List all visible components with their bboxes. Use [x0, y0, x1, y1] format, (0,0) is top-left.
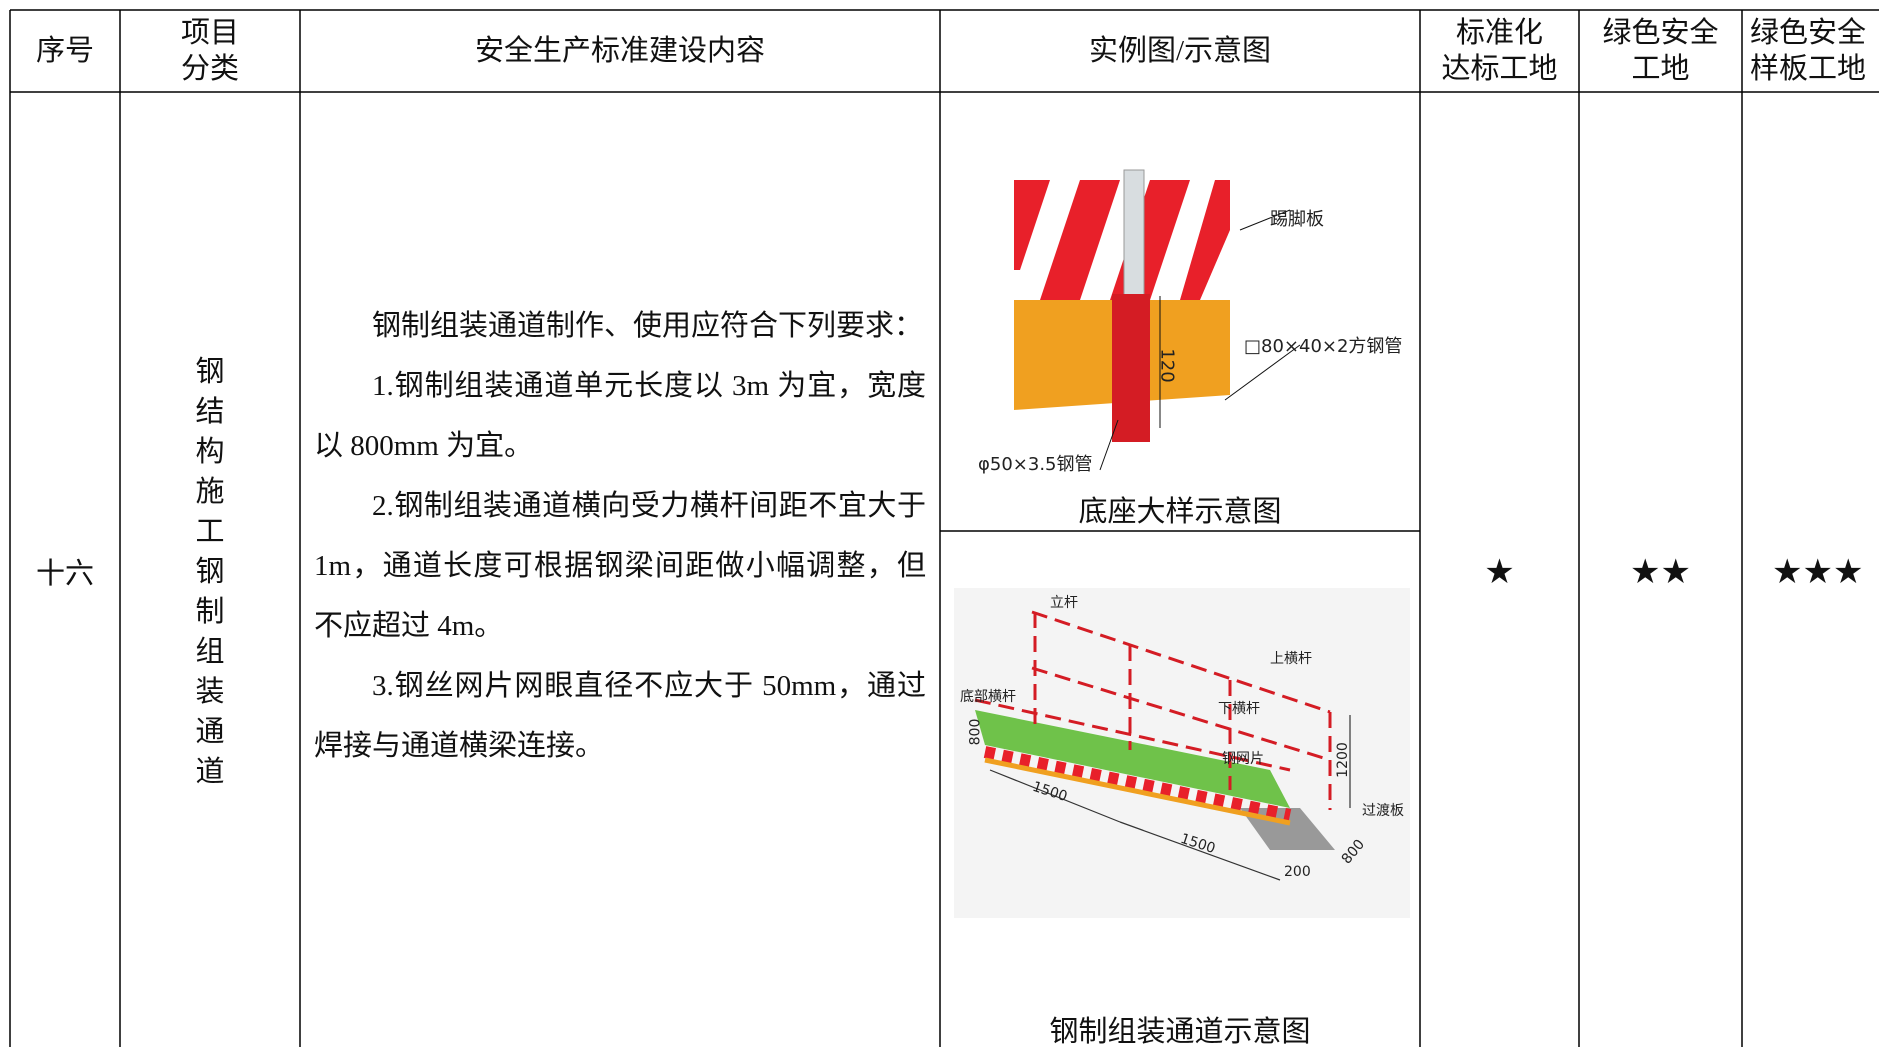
figure-label: 120 [1156, 348, 1178, 383]
figure-label: 立杆 [1050, 595, 1078, 611]
figure-label: 下横杆 [1218, 701, 1260, 717]
figure-caption: 钢制组装通道示意图 [1049, 1016, 1311, 1048]
base-detail-figure [1014, 169, 1301, 471]
header-cell: 实例图/示意图 [940, 10, 1420, 92]
paragraph: 2.钢制组装通道横向受力横杆间距不宜大于 1m，通道长度可根据钢梁间距做小幅调整… [314, 490, 926, 642]
rating: ★★★ [1772, 552, 1864, 592]
header-cell: 绿色安全 工地 [1579, 10, 1742, 92]
header-cell: 项目 分类 [120, 10, 300, 92]
header-text: 达标工地 [1441, 53, 1558, 85]
header-text: 实例图/示意图 [1088, 35, 1272, 67]
header-text: 样板工地 [1750, 53, 1867, 85]
figure-label: φ50×3.5钢管 [978, 454, 1093, 475]
rating: ★ [1484, 552, 1515, 592]
row-category: 钢结构施工钢制组装通道 [195, 356, 225, 788]
header-cell: 序号 [10, 10, 120, 92]
paragraph: 1.钢制组装通道单元长度以 3m 为宜，宽度以 800mm 为宜。 [314, 370, 926, 462]
header-text: 分类 [180, 53, 239, 85]
figure-label: 200 [1284, 864, 1311, 880]
figure-label: 上横杆 [1270, 651, 1312, 667]
figure-label: □80×40×2方钢管 [1244, 336, 1403, 357]
figure-label: 踢脚板 [1270, 209, 1324, 230]
header-text: 绿色安全 [1602, 17, 1719, 49]
header-cell: 标准化 达标工地 [1420, 10, 1579, 92]
rating: ★★ [1630, 552, 1691, 592]
figure-label: 1200 [1334, 742, 1351, 778]
header-text: 工地 [1631, 53, 1690, 85]
figure-caption: 底座大样示意图 [1078, 496, 1282, 528]
header-text: 安全生产标准建设内容 [474, 35, 765, 67]
figure-label: 800 [967, 718, 984, 746]
figure-label: 过渡板 [1362, 803, 1404, 819]
header-text: 项目 [180, 17, 239, 49]
paragraph: 钢制组装通道制作、使用应符合下列要求： [372, 310, 924, 342]
figure-label: 钢网片 [1222, 751, 1264, 767]
row-number: 十六 [35, 558, 94, 590]
header-cell: 安全生产标准建设内容 [300, 10, 940, 92]
paragraph: 3.钢丝网片网眼直径不应大于 50mm，通过焊接与通道横梁连接。 [314, 670, 926, 762]
header-cell: 绿色安全 样板工地 [1742, 10, 1879, 92]
header-text: 标准化 [1455, 17, 1543, 49]
walkway-figure [954, 588, 1410, 918]
content-cell: 钢制组装通道制作、使用应符合下列要求： 1.钢制组装通道单元长度以 3m 为宜，… [314, 296, 926, 776]
header-text: 绿色安全 [1750, 17, 1867, 49]
figure-label: 底部横杆 [960, 689, 1016, 705]
header-text: 序号 [35, 35, 94, 67]
